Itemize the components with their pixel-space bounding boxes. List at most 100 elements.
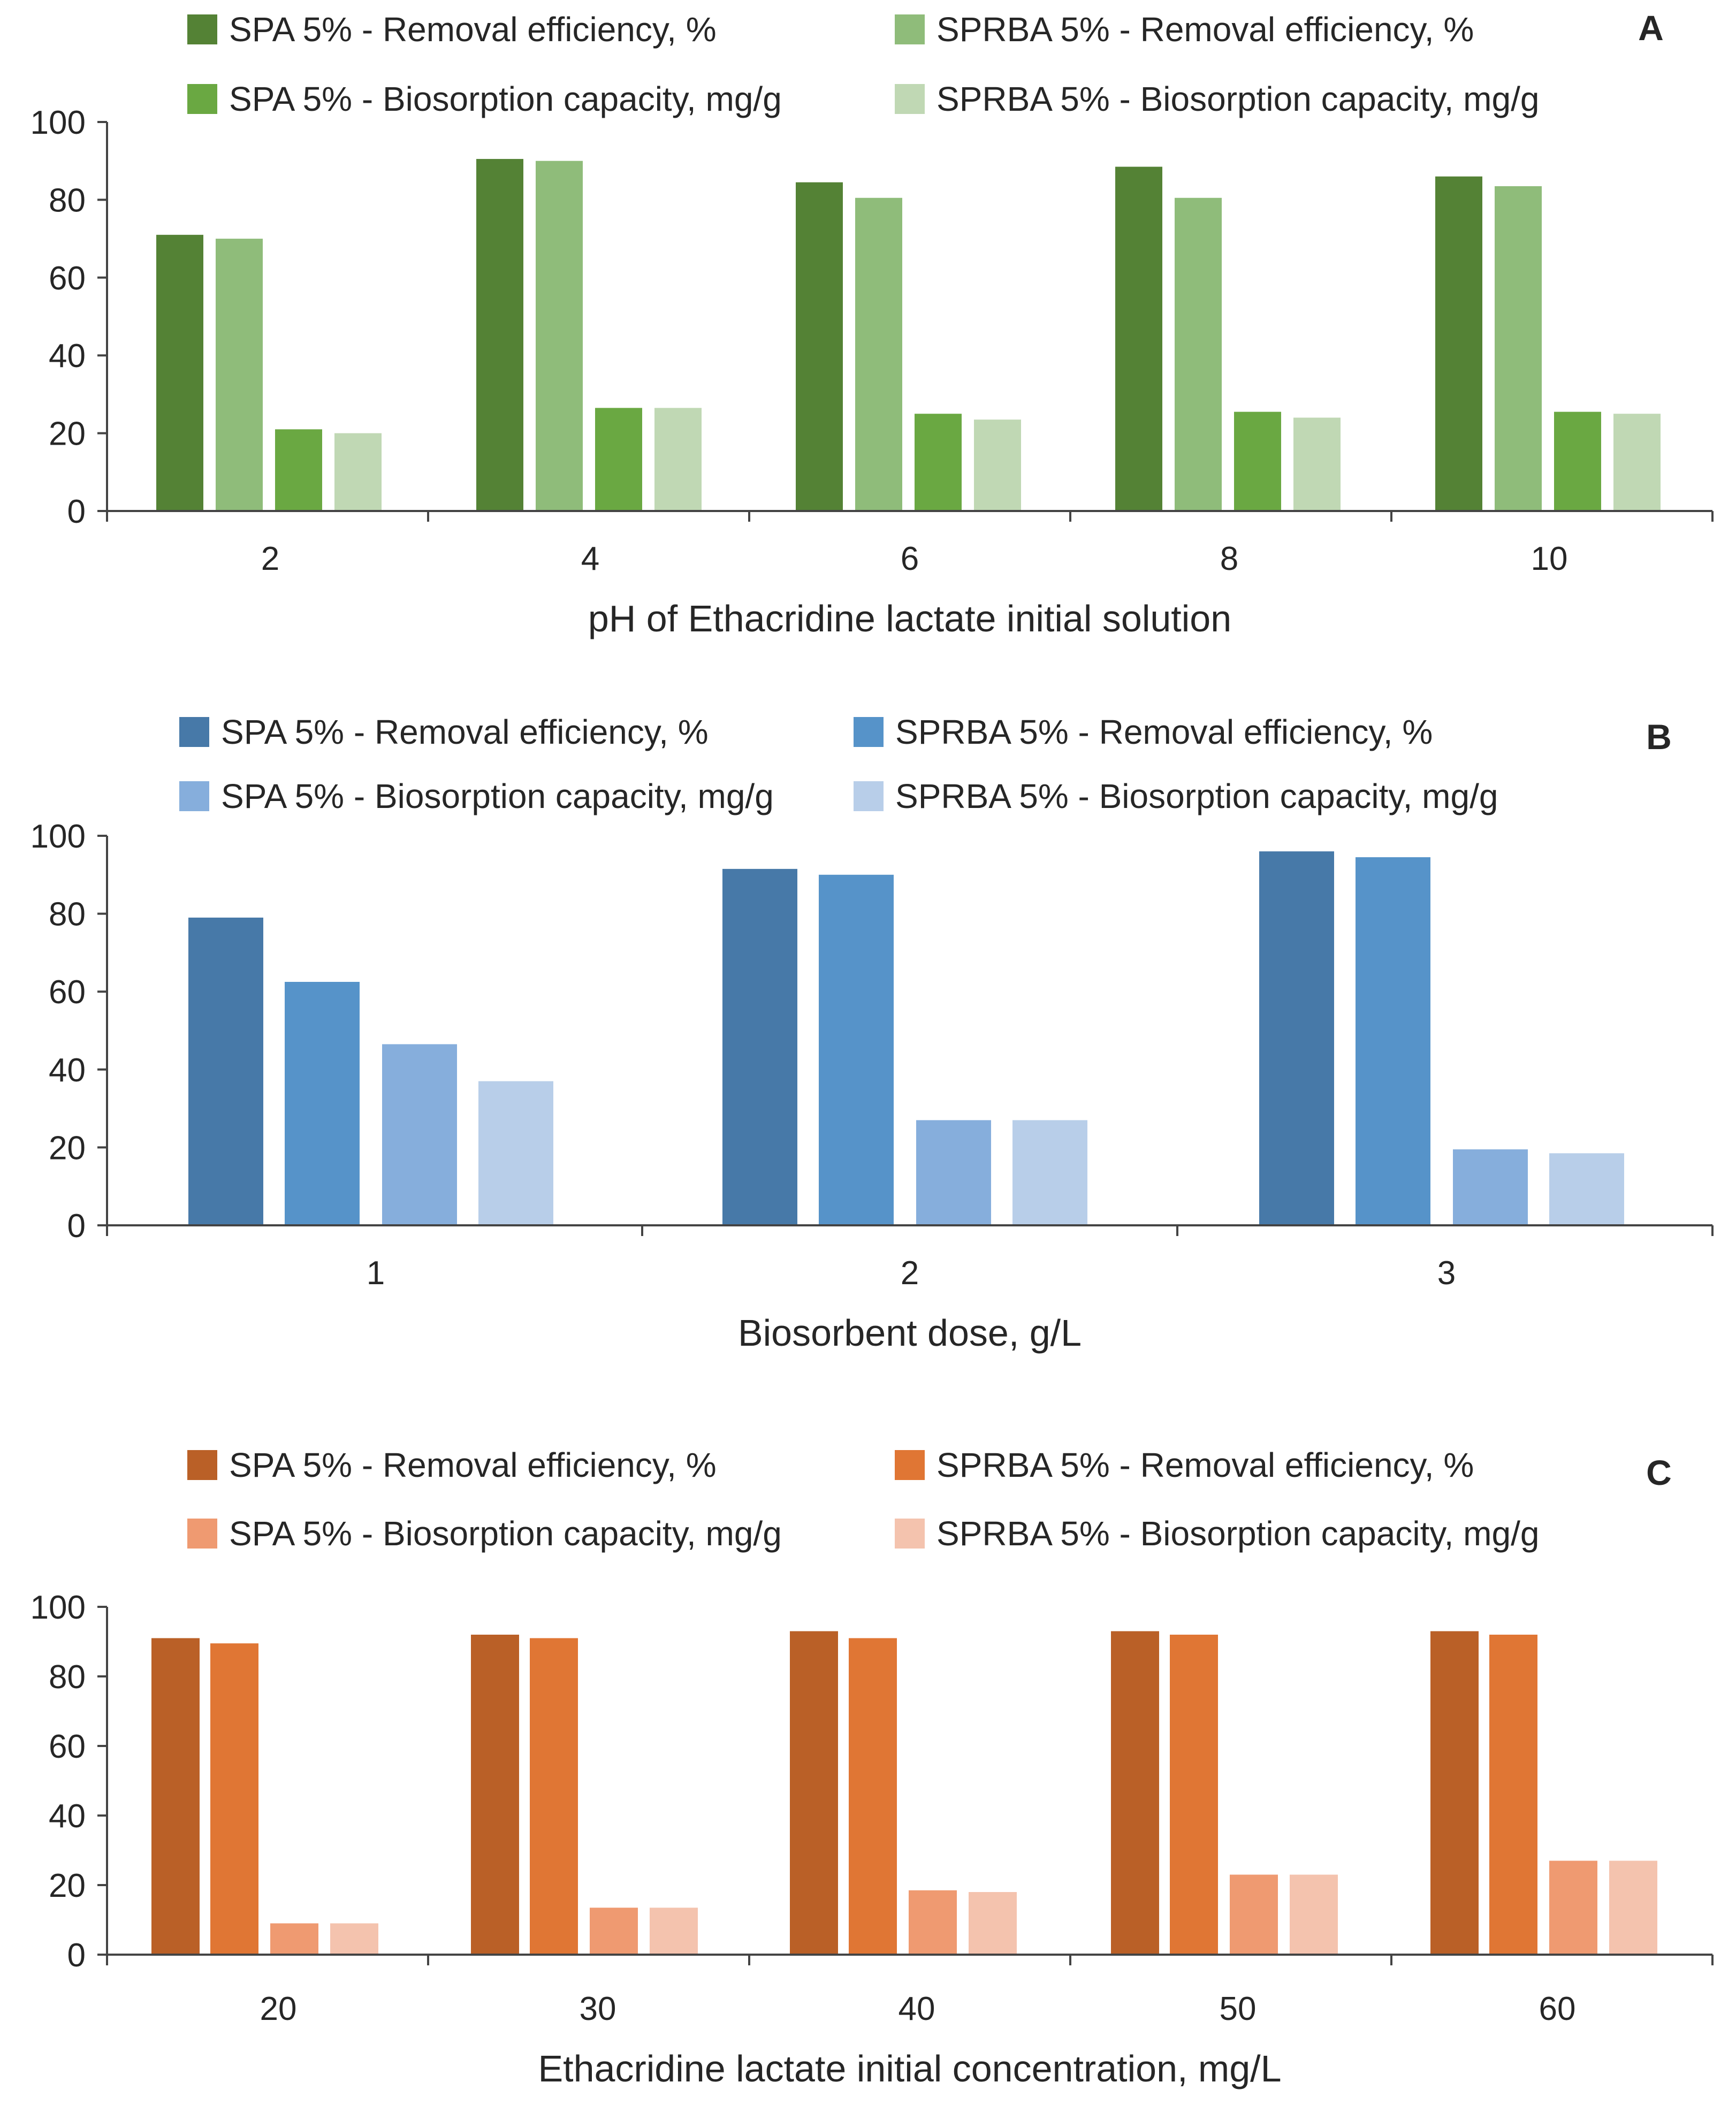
bar[interactable]	[151, 1638, 200, 1955]
y-tick-label: 60	[49, 260, 86, 297]
y-tick-label: 100	[31, 104, 86, 141]
bar[interactable]	[819, 874, 894, 1225]
legend-label: SPA 5% - Biosorption capacity, mg/g	[229, 80, 782, 118]
legend-swatch	[179, 717, 209, 747]
x-axis-title: Biosorbent dose, g/L	[738, 1312, 1082, 1354]
bar[interactable]	[275, 429, 322, 511]
bar[interactable]	[330, 1923, 378, 1955]
x-tick-label: 8	[1220, 540, 1238, 577]
x-tick-label: 30	[580, 1990, 616, 2027]
legend-swatch	[187, 14, 217, 44]
bar[interactable]	[916, 1120, 991, 1225]
legend-label: SPRBA 5% - Removal efficiency, %	[936, 10, 1474, 49]
bar[interactable]	[1259, 851, 1334, 1225]
bar[interactable]	[471, 1635, 519, 1955]
x-tick-label: 50	[1220, 1990, 1257, 2027]
bar[interactable]	[156, 234, 203, 512]
bar[interactable]	[1549, 1153, 1624, 1225]
legend-label: SPRBA 5% - Biosorption capacity, mg/g	[936, 80, 1539, 118]
y-tick-label: 0	[67, 1937, 86, 1974]
bar[interactable]	[1495, 186, 1542, 512]
bar[interactable]	[334, 433, 382, 511]
y-tick-label: 20	[49, 1130, 86, 1166]
y-tick-label: 60	[49, 974, 86, 1011]
y-tick-label: 80	[49, 182, 86, 219]
x-tick-label: 10	[1531, 540, 1568, 577]
x-tick-label: 20	[260, 1990, 297, 2027]
bar[interactable]	[1012, 1120, 1087, 1225]
bar[interactable]	[1293, 417, 1341, 511]
bar[interactable]	[270, 1923, 318, 1955]
bar[interactable]	[909, 1890, 957, 1955]
x-tick-label: 4	[581, 540, 599, 577]
chart-panel-c: SPA 5% - Removal efficiency, % SPRBA 5% -…	[31, 1446, 1714, 2089]
bar[interactable]	[285, 982, 360, 1225]
bar[interactable]	[1554, 411, 1601, 511]
bar[interactable]	[722, 868, 797, 1225]
legend: SPA 5% - Removal efficiency, % SPRBA 5% -…	[187, 10, 1539, 118]
bar[interactable]	[1290, 1874, 1338, 1955]
bar[interactable]	[536, 161, 583, 511]
bar[interactable]	[1230, 1874, 1278, 1955]
x-axis-title: Ethacridine lactate initial concentratio…	[538, 2048, 1281, 2089]
bar[interactable]	[210, 1643, 258, 1955]
y-tick-label: 0	[67, 1208, 86, 1245]
legend-label: SPRBA 5% - Biosorption capacity, mg/g	[936, 1514, 1539, 1553]
bar[interactable]	[969, 1892, 1017, 1955]
bar[interactable]	[382, 1044, 457, 1225]
bar[interactable]	[1489, 1635, 1537, 1955]
legend-label: SPA 5% - Removal efficiency, %	[221, 713, 709, 751]
x-tick-label: 1	[367, 1255, 385, 1292]
bar[interactable]	[1609, 1860, 1657, 1955]
bar[interactable]	[216, 239, 263, 511]
panel-label: B	[1646, 717, 1672, 757]
bar[interactable]	[478, 1081, 553, 1225]
bar[interactable]	[476, 159, 523, 511]
legend-swatch	[854, 717, 884, 747]
bar[interactable]	[595, 408, 642, 511]
bar[interactable]	[188, 917, 263, 1225]
y-tick-label: 20	[49, 1867, 86, 1904]
legend: SPA 5% - Removal efficiency, % SPRBA 5% -…	[179, 713, 1498, 815]
bar[interactable]	[650, 1908, 698, 1955]
bar[interactable]	[1453, 1149, 1528, 1225]
x-tick-label: 6	[901, 540, 919, 577]
bar[interactable]	[1430, 1631, 1479, 1955]
bar[interactable]	[1170, 1635, 1218, 1955]
y-tick-label: 40	[49, 1798, 86, 1835]
bar[interactable]	[915, 414, 962, 511]
legend-swatch	[187, 1519, 217, 1549]
bar[interactable]	[796, 182, 843, 511]
legend-label: SPA 5% - Removal efficiency, %	[229, 10, 717, 49]
bar[interactable]	[530, 1638, 578, 1955]
chart-panel-b: SPA 5% - Removal efficiency, % SPRBA 5% -…	[31, 713, 1714, 1354]
bar[interactable]	[1549, 1860, 1597, 1955]
y-tick-label: 80	[49, 1659, 86, 1696]
legend-swatch	[187, 84, 217, 114]
bar[interactable]	[1234, 411, 1281, 511]
bar[interactable]	[1111, 1631, 1159, 1955]
legend-label: SPA 5% - Biosorption capacity, mg/g	[229, 1514, 782, 1553]
bar[interactable]	[855, 197, 902, 511]
y-tick-label: 60	[49, 1728, 86, 1765]
bar[interactable]	[849, 1638, 897, 1955]
x-axis-title: pH of Ethacridine lactate initial soluti…	[588, 598, 1231, 639]
bar[interactable]	[590, 1908, 638, 1955]
chart-panel-a: SPA 5% - Removal efficiency, % SPRBA 5% -…	[31, 8, 1714, 639]
y-tick-label: 100	[31, 1589, 86, 1626]
y-tick-label: 40	[49, 338, 86, 375]
legend-swatch	[179, 781, 209, 811]
bar[interactable]	[790, 1631, 838, 1955]
bar[interactable]	[1613, 414, 1661, 511]
bar[interactable]	[1115, 166, 1162, 512]
bar[interactable]	[1356, 857, 1430, 1225]
x-tick-label: 40	[899, 1990, 935, 2027]
bar[interactable]	[974, 420, 1021, 511]
legend: SPA 5% - Removal efficiency, % SPRBA 5% -…	[187, 1446, 1539, 1553]
bar[interactable]	[1435, 176, 1482, 511]
legend-swatch	[895, 14, 925, 44]
legend-label: SPA 5% - Biosorption capacity, mg/g	[221, 777, 774, 815]
bar[interactable]	[654, 408, 702, 511]
bar[interactable]	[1175, 197, 1222, 511]
